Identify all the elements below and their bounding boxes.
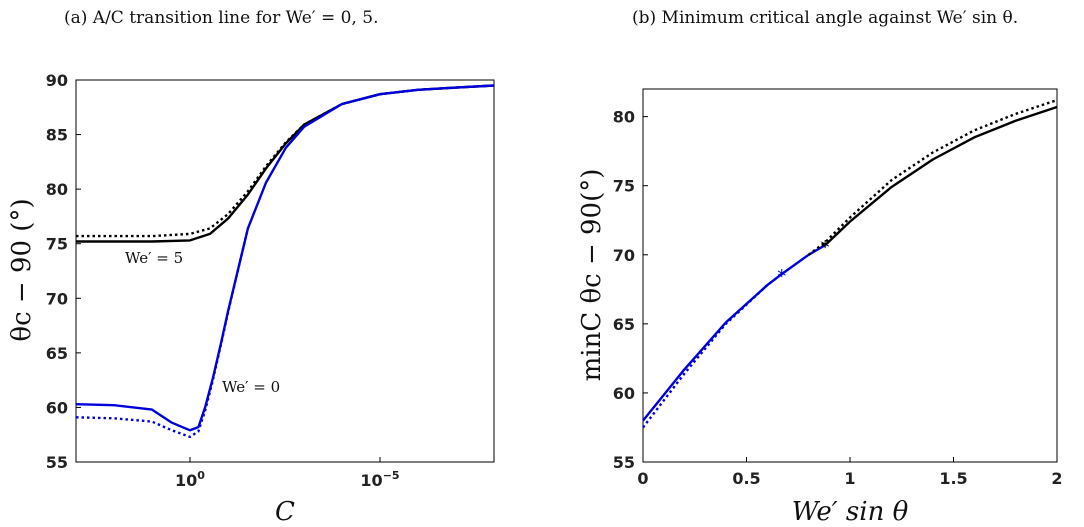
chart-b-markers: ** — [777, 237, 829, 287]
chart-b-series-black-solid — [824, 105, 1058, 246]
chart-a-ytick-label: 80 — [46, 180, 68, 199]
chart-a-ytick-label: 85 — [46, 126, 68, 145]
chart-a-ytick-label: 90 — [46, 71, 68, 90]
chart-b-frame — [642, 88, 1058, 463]
chart-b-ytick-label: 55 — [613, 453, 635, 472]
chart-b-ytick-label: 80 — [613, 108, 635, 127]
chart-b-marker-blue: * — [777, 266, 786, 287]
chart-a-ytick-label: 75 — [46, 235, 68, 254]
chart-a-series-black-dotted — [76, 84, 495, 238]
chart-b-xtick-label: 1 — [844, 469, 855, 488]
chart-a-ticks: 55 60 65 70 75 80 85 90 100 10−5 — [46, 71, 400, 490]
annotation-we5: We′ = 5 — [125, 249, 183, 267]
chart-a-xlabel: C — [275, 497, 295, 527]
chart-a-series-blue-solid — [75, 84, 495, 432]
chart-a-ylabel: θc − 90 (°) — [7, 198, 37, 341]
chart-a-series-black-solid — [76, 84, 495, 243]
chart-b-xtick-label: 0 — [637, 469, 648, 488]
chart-a-ytick-label: 55 — [46, 453, 68, 472]
chart-b-xtick-label: 1.5 — [939, 469, 967, 488]
chart-a-ytick-label: 65 — [46, 344, 68, 363]
chart-b-xtick-label: 0.5 — [732, 469, 760, 488]
chart-b-ytick-label: 70 — [613, 246, 635, 265]
chart-b-marker-black: * — [821, 237, 830, 258]
chart-b-ticks: 55 60 65 70 75 80 0 0.5 1 1.5 2 — [613, 108, 1063, 488]
chart-a-lines — [75, 84, 495, 439]
annotation-we0: We′ = 0 — [222, 378, 280, 396]
chart-a-xtick-label: 10−5 — [360, 469, 399, 490]
chart-b-ytick-label: 75 — [613, 177, 635, 196]
chart-b-xlabel: We′ sin θ — [792, 497, 909, 527]
chart-a-ytick-label: 70 — [46, 289, 68, 308]
chart-b-ylabel: minC θc − 90(°) — [577, 169, 607, 382]
chart-b-xtick-label: 2 — [1051, 469, 1062, 488]
chart-a-series-blue-dotted — [75, 228, 250, 439]
chart-b-series-black-dotted — [807, 98, 1058, 256]
chart-b-lines — [642, 98, 1058, 429]
caption-b: (b) Minimum critical angle against We′ s… — [632, 8, 1018, 28]
chart-b-series-blue-solid — [642, 244, 826, 422]
chart-b-ytick-label: 60 — [613, 384, 635, 403]
chart-a-frame — [75, 79, 495, 463]
chart-a-xtick-label: 100 — [175, 469, 205, 490]
chart-b-ytick-label: 65 — [613, 315, 635, 334]
chart-a-ytick-label: 60 — [46, 398, 68, 417]
chart-b-series-blue-dotted — [642, 273, 783, 429]
caption-a: (a) A/C transition line for We′ = 0, 5. — [64, 8, 379, 28]
